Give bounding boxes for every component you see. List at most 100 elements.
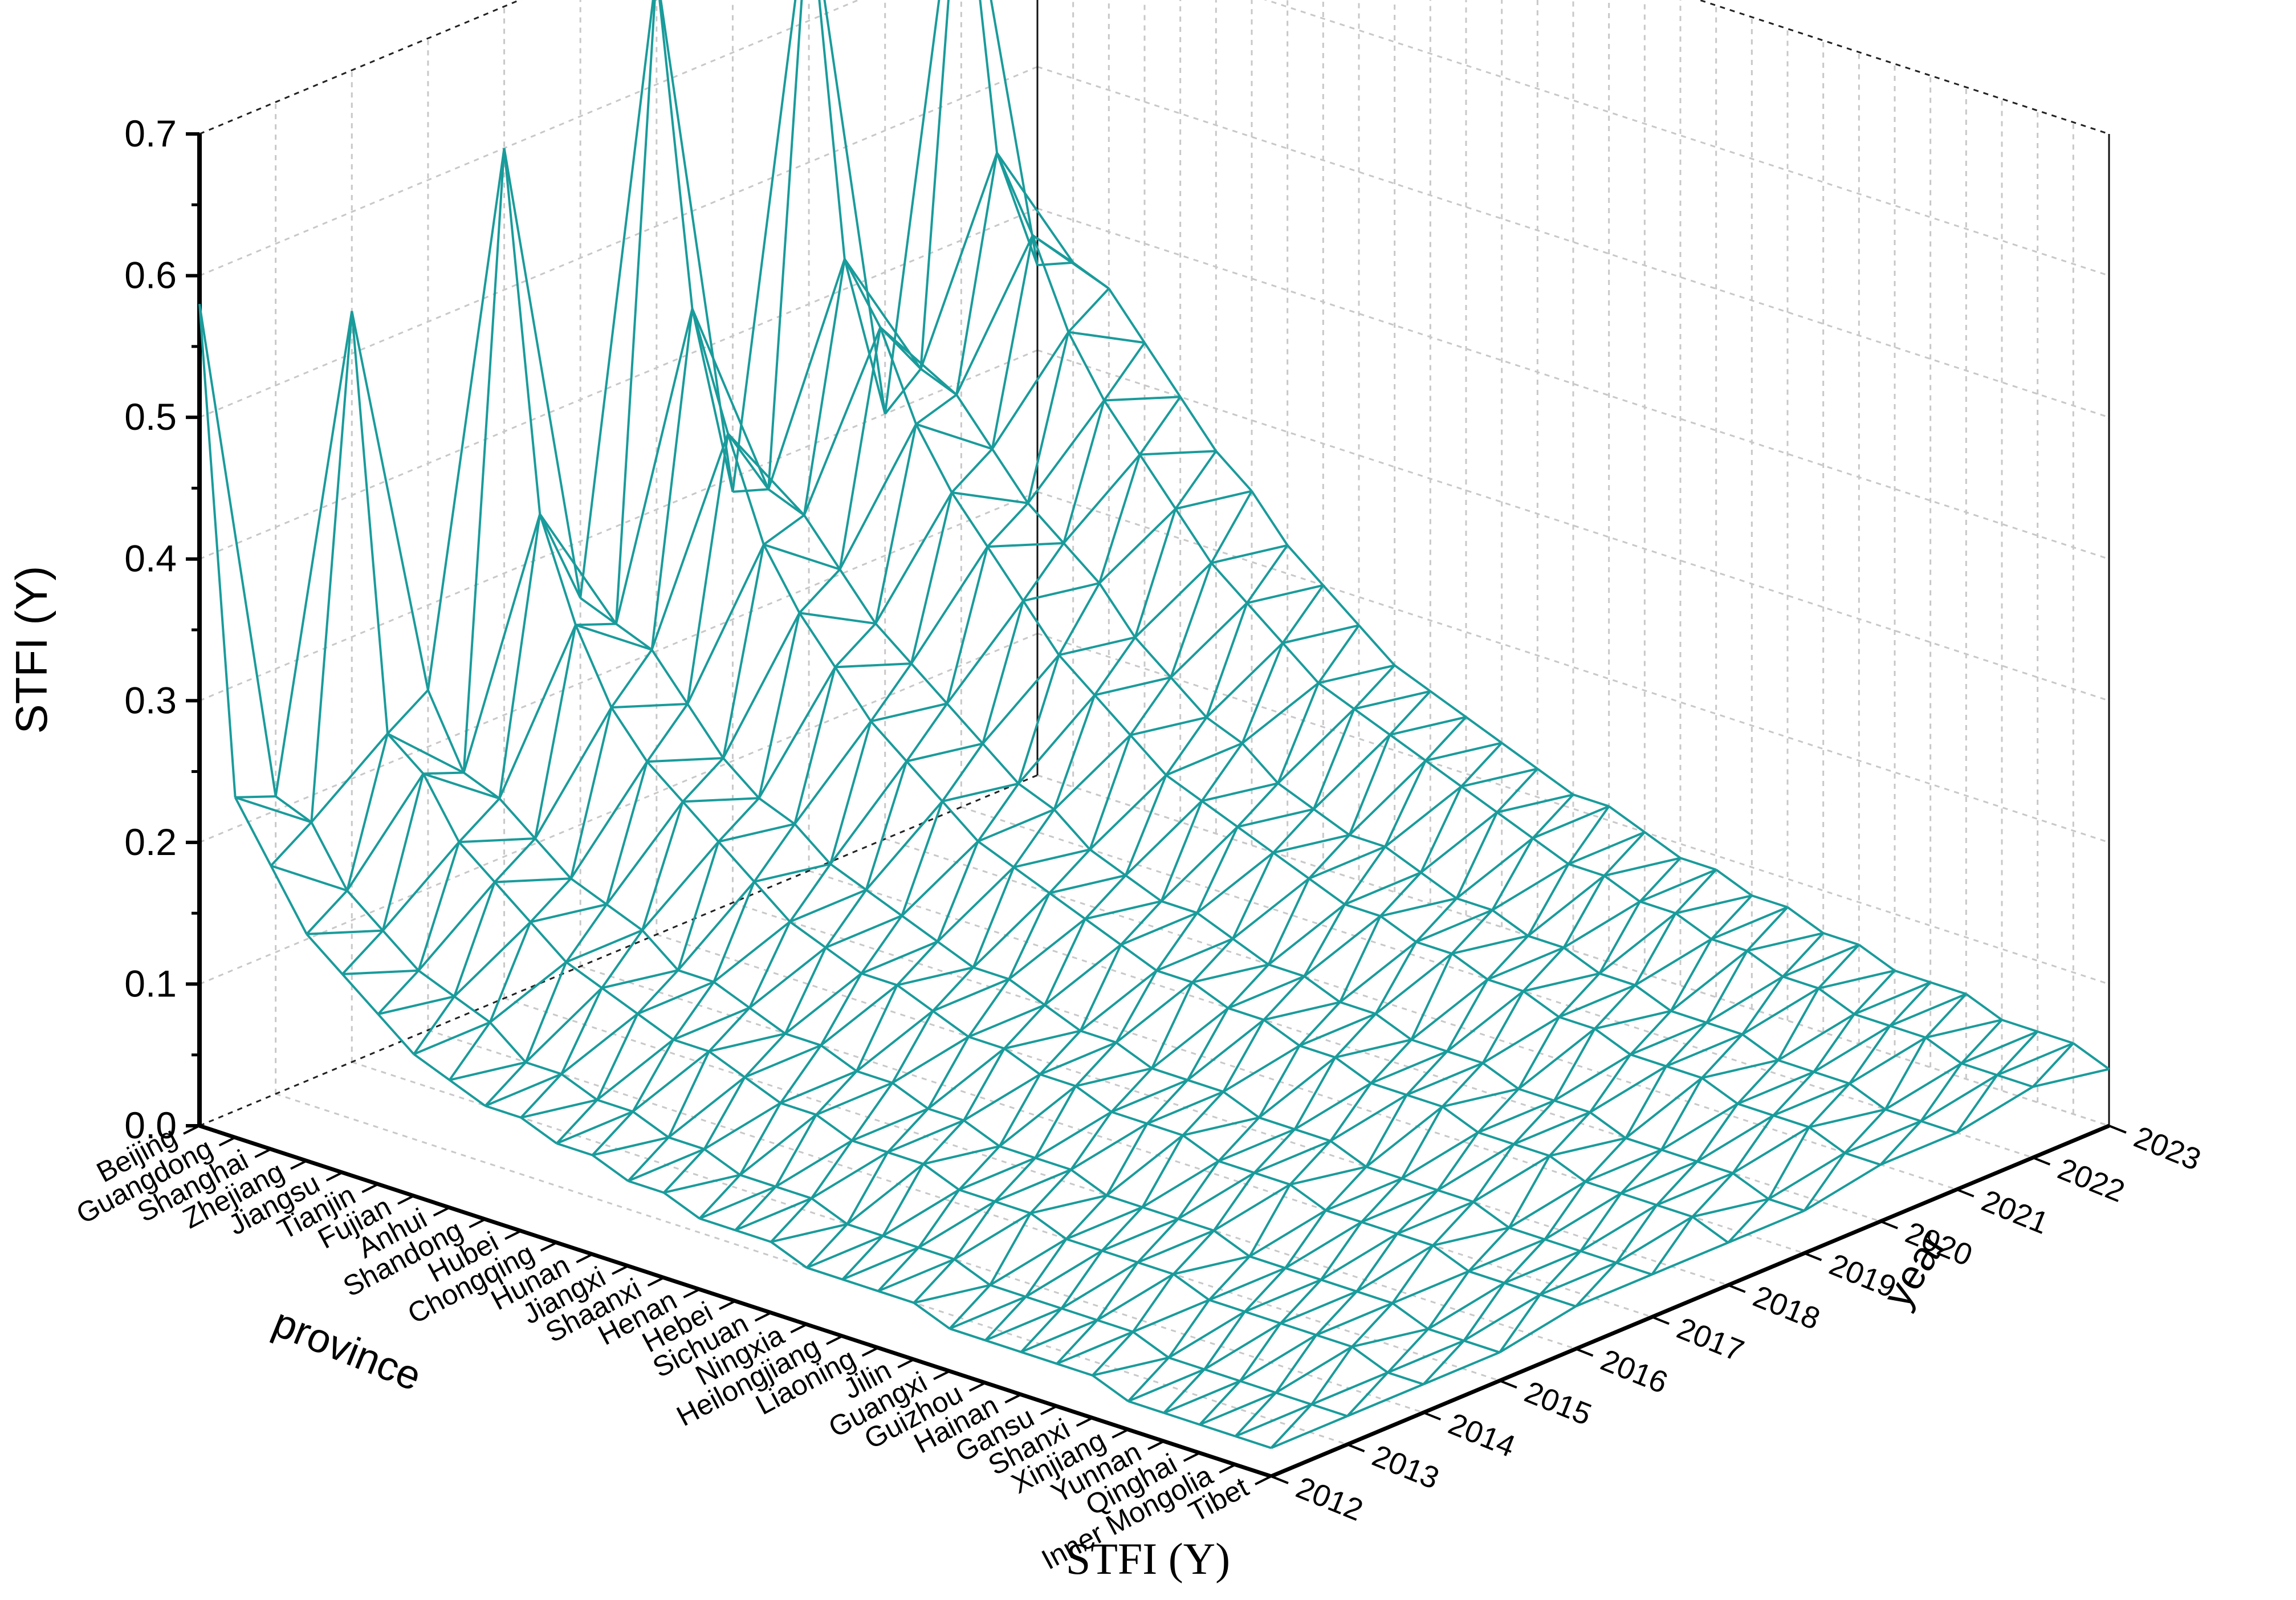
mesh-edge-diagonal [530,877,572,923]
mesh-edge-diagonal [1182,1090,1224,1137]
mesh-edge-year [978,808,1055,842]
mesh-edge-diagonal [1481,990,1525,1064]
mesh-edge-province [932,1010,970,1038]
mesh-edge-province [910,662,948,705]
mesh-edge-province [1139,454,1177,510]
mesh-edge-province [1173,1273,1210,1301]
left-wall-gridline [199,66,1038,418]
mesh-edge-province [1170,677,1208,718]
mesh-edge-year [1294,1082,1372,1130]
mesh-edge-province [1120,943,1158,972]
mesh-edge-province [1818,987,1855,1015]
mesh-edge-province [1487,978,1524,992]
mesh-edge-province [718,841,755,883]
mesh-edge-year [1696,1114,1774,1163]
mesh-edge-year [453,921,532,998]
mesh-edge-province [1097,1319,1134,1333]
mesh-edge-diagonal [686,433,730,705]
mesh-edge-province [972,966,1009,980]
mesh-edge-diagonal [381,773,425,931]
mesh-edge-year [1777,1013,1855,1061]
mesh-edge-year [1427,1282,1505,1330]
mesh-edge-diagonal [1199,1380,1241,1426]
year-tick-label: 2013 [1367,1439,1444,1496]
mesh-edge-diagonal [767,0,803,490]
mesh-edge-province [539,514,577,625]
mesh-edge-diagonal [1244,1267,1287,1313]
mesh-edge-diagonal [984,1296,1027,1341]
mesh-edge-diagonal [1603,831,1646,877]
mesh-edge-year [835,662,911,669]
mesh-edge-year [1289,1166,1367,1186]
mesh-edge-year [1768,1152,1846,1200]
mesh-edge-province [1311,1403,1348,1418]
mesh-edge-province [1768,1198,1805,1212]
mesh-edge-province [1427,1328,1464,1342]
mesh-edge-province [1603,874,1641,903]
province-axis-tick [1040,1405,1057,1415]
mesh-edge-diagonal [1879,1120,1922,1166]
province-axis-tick [1112,1428,1129,1439]
mesh-edge-diagonal [1660,1077,1703,1151]
mesh-edge-province [498,797,536,840]
mesh-edge-diagonal [1701,1033,1744,1079]
mesh-edge-province [1263,1019,1300,1047]
mesh-edge-diagonal [972,866,1015,968]
mesh-edge-year [1508,1180,1586,1229]
mesh-edge-year [1237,808,1314,828]
mesh-edge-diagonal [663,1148,706,1194]
mesh-edge-province [1027,502,1065,544]
mesh-edge-province [1127,1400,1165,1414]
province-axis-tick [968,1382,986,1392]
mesh-edge-diagonal [1568,805,1610,865]
mesh-edge-diagonal [1173,1229,1215,1275]
mesh-edge-diagonal [1460,742,1503,788]
mesh-edge-province [951,491,989,548]
mesh-edge-diagonal [596,1013,639,1101]
mesh-edge-province [1206,716,1243,744]
mesh-edge-province [1227,1007,1264,1021]
mesh-edge-diagonal [1103,342,1146,401]
mesh-edge-province [1344,903,1381,918]
province-axis-tick [754,1312,772,1322]
mesh-edge-province [1223,1090,1260,1119]
mesh-edge-province [927,1108,964,1122]
mesh-edge-year [1482,1016,1560,1064]
mesh-edge-province [842,1278,879,1292]
mesh-edge-year [1170,602,1248,678]
mesh-edge-province [1349,833,1386,848]
province-axis-tick [540,1241,557,1252]
mesh-edge-year [1387,1340,1465,1374]
mesh-edge-year [235,796,312,824]
mesh-edge-year [1406,1062,1484,1096]
mesh-edge-year [1553,1053,1631,1102]
mesh-edge-diagonal [539,513,581,599]
mesh-edge-province [1813,1070,1850,1085]
province-axis-tick [433,1206,450,1217]
mesh-edge-province [1317,682,1355,710]
mesh-edge-diagonal [1177,1160,1220,1220]
mesh-edge-diagonal [1338,915,1382,1003]
mesh-edge-diagonal [1160,800,1203,902]
year-axis-tick [1271,1475,1289,1484]
mesh-edge-province [1456,897,1493,911]
mesh-edge-province [958,1188,995,1203]
mesh-edge-diagonal [1920,1062,1963,1122]
mesh-edge-diagonal [1308,834,1350,880]
mesh-edge-province [1465,716,1503,744]
mesh-edge-diagonal [948,1284,991,1330]
mesh-edge-diagonal [799,568,841,614]
mesh-edge-diagonal [936,841,979,942]
mesh-edge-year [823,0,886,414]
mesh-edge-province [1608,805,1646,833]
mesh-edge-year [754,862,831,883]
mesh-edge-year [739,1114,817,1176]
mesh-edge-diagonal [484,1061,527,1107]
mesh-edge-province [753,881,791,923]
mesh-edge-year [1280,1290,1358,1325]
mesh-edge-year [1706,975,1784,1024]
mesh-edge-province [954,1258,991,1286]
mesh-edge-diagonal [1675,869,1717,914]
mesh-edge-year [1068,331,1145,344]
mesh-edge-year [1104,396,1180,402]
